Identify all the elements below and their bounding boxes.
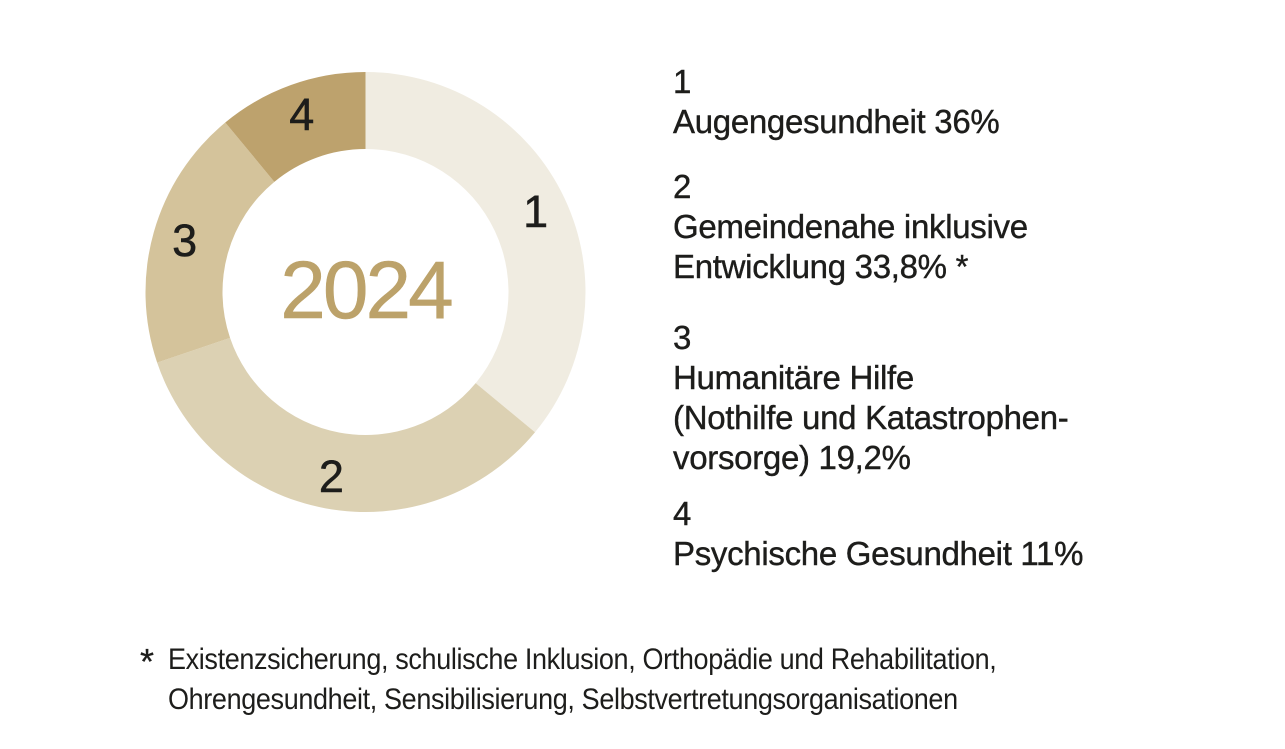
segment-number-label-3: 3: [172, 214, 198, 266]
footnote-line: Existenzsicherung, schulische Inklusion,…: [168, 643, 997, 676]
donut-segment-4: [225, 72, 366, 182]
legend-item-3: 3 Humanitäre Hilfe (Nothilfe und Katastrop…: [673, 318, 1233, 478]
legend-item-text: Humanitäre Hilfe: [673, 359, 915, 396]
legend-item-number: 3: [673, 319, 692, 356]
legend-item-text: Entwicklung 33,8% *: [673, 248, 969, 285]
legend-item-text: Psychische Gesundheit 11%: [673, 535, 1084, 572]
legend-item-text: (Nothilfe und Katastrophen-: [673, 399, 1069, 436]
legend-item-number: 2: [673, 168, 692, 205]
segment-number-label-4: 4: [289, 89, 315, 141]
footnote-asterisk: *: [140, 641, 155, 682]
footnote: * Existenzsicherung, schulische Inklusio…: [140, 640, 1088, 720]
donut-segment-1: [365, 72, 586, 433]
legend-item-1: 1 Augengesundheit 36%: [673, 62, 1233, 142]
segment-number-label-2: 2: [318, 450, 345, 503]
chart-legend: 1 Augengesundheit 36% 2 Gemeindenahe inklus…: [673, 62, 1233, 599]
segment-number-label-1: 1: [523, 185, 549, 238]
footnote-text: Existenzsicherung, schulische Inklusion,…: [168, 640, 997, 720]
legend-item-text: Gemeindenahe inklusive: [673, 208, 1028, 245]
legend-item-number: 4: [673, 495, 692, 532]
legend-item-4: 4 Psychische Gesundheit 11%: [673, 494, 1233, 574]
footnote-line: Ohrengesundheit, Sensibilisierung, Selbs…: [168, 683, 958, 716]
legend-item-text: vorsorge) 19,2%: [673, 439, 911, 476]
legend-item-text: Augengesundheit 36%: [673, 103, 1000, 140]
donut-chart: 2024 1 2 3 4: [145, 72, 586, 513]
legend-item-number: 1: [673, 63, 692, 100]
legend-item-2: 2 Gemeindenahe inklusive Entwicklung 33,8%…: [673, 167, 1233, 287]
donut-segment-3: [145, 122, 275, 363]
donut-center-year-label: 2024: [280, 244, 454, 336]
donut-chart-svg: [145, 72, 586, 512]
donut-segment-2: [157, 337, 536, 512]
